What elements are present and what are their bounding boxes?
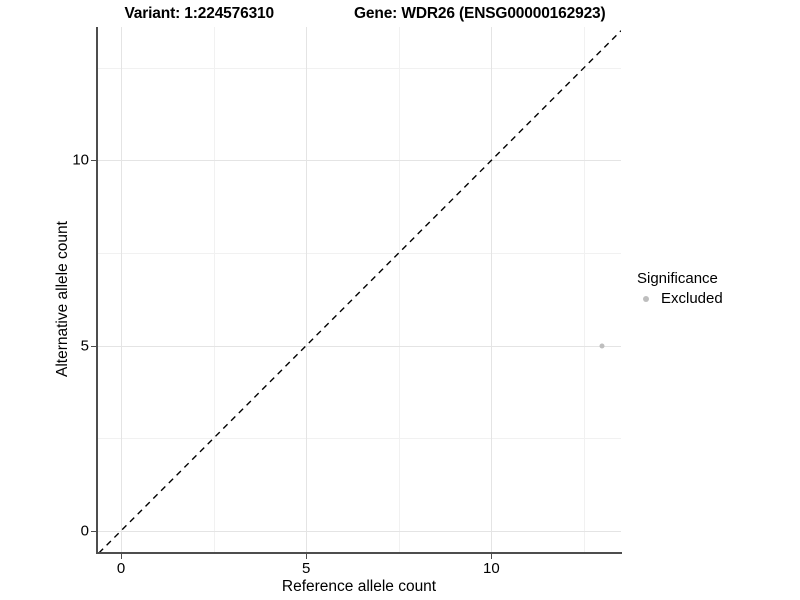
gridline-minor-vertical bbox=[583, 27, 585, 553]
y-tick-label: 5 bbox=[80, 337, 89, 355]
gene-title: Gene: WDR26 (ENSG00000162923) bbox=[354, 5, 606, 22]
legend-items: Excluded bbox=[637, 290, 797, 307]
gridline-major-vertical bbox=[121, 27, 123, 553]
gridline-minor-vertical bbox=[398, 27, 400, 553]
y-axis-line bbox=[96, 27, 98, 554]
legend: Significance Excluded bbox=[637, 270, 797, 307]
legend-key bbox=[637, 290, 654, 307]
legend-title: Significance bbox=[637, 270, 718, 287]
y-tick-mark bbox=[91, 160, 96, 162]
x-tick-mark bbox=[306, 554, 308, 559]
gridline-minor-horizontal bbox=[97, 438, 621, 440]
y-tick-label: 0 bbox=[80, 522, 89, 540]
gridline-minor-vertical bbox=[213, 27, 215, 553]
legend-item[interactable]: Excluded bbox=[637, 290, 797, 307]
figure-title-row: Variant: 1:224576310 Gene: WDR26 (ENSG00… bbox=[0, 5, 730, 23]
gridline-major-horizontal bbox=[97, 160, 621, 162]
x-tick-mark bbox=[121, 554, 123, 559]
y-tick-mark bbox=[91, 345, 96, 347]
identity-line bbox=[98, 30, 621, 553]
gridline-minor-horizontal bbox=[97, 67, 621, 69]
x-axis-line bbox=[96, 552, 622, 554]
x-tick-label: 10 bbox=[483, 560, 500, 577]
gridline-major-horizontal bbox=[97, 345, 621, 347]
x-tick-label: 0 bbox=[116, 560, 126, 577]
y-axis-label: Alternative allele count bbox=[54, 221, 71, 377]
variant-title: Variant: 1:224576310 bbox=[124, 5, 274, 22]
gridline-major-vertical bbox=[306, 27, 308, 553]
gridline-major-horizontal bbox=[97, 530, 621, 532]
x-tick-mark bbox=[491, 554, 493, 559]
data-point bbox=[599, 343, 605, 349]
legend-dot-icon bbox=[642, 295, 649, 302]
legend-item-label: Excluded bbox=[661, 290, 723, 307]
gridline-major-vertical bbox=[491, 27, 493, 553]
gridline-minor-horizontal bbox=[97, 252, 621, 254]
x-axis-label: Reference allele count bbox=[281, 578, 437, 595]
y-tick-mark bbox=[91, 530, 96, 532]
y-tick-label: 10 bbox=[72, 151, 89, 169]
x-tick-label: 5 bbox=[302, 560, 311, 577]
plot-panel bbox=[97, 27, 621, 553]
